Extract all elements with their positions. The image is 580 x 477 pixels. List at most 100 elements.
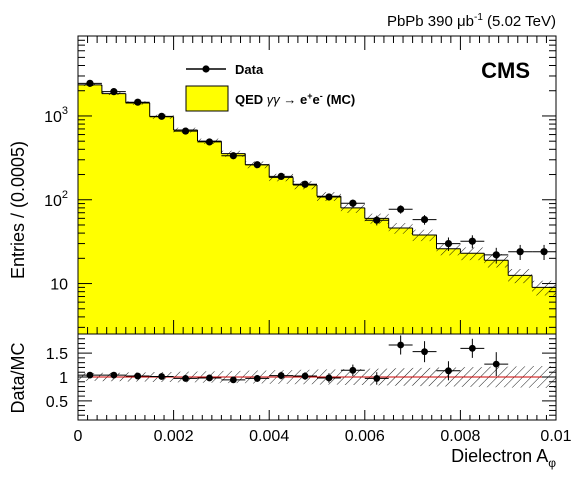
mc-unc-bin-11: [340, 203, 365, 213]
data-point-5: [197, 138, 222, 146]
ratio-marker-7: [253, 375, 261, 382]
ratio-point-7: [245, 375, 270, 382]
ratio-marker-9: [301, 372, 309, 380]
ratio-ytick-label-1: 1: [59, 370, 68, 387]
mc-unc-bin-19: [532, 280, 556, 296]
x-tick-label-5: 0.01: [540, 428, 571, 445]
ratio-marker-6: [229, 376, 237, 384]
data-marker-18: [516, 248, 524, 256]
ratio-marker-8: [277, 372, 285, 379]
ratio-marker-15: [445, 367, 452, 375]
ratio-marker-3: [158, 373, 166, 380]
data-marker-5: [205, 138, 214, 146]
lumi-label: PbPb 390 μb-1 (5.02 TeV): [387, 12, 556, 30]
ratio-marker-5: [206, 374, 213, 382]
ratio-point-1: [101, 371, 126, 379]
legend-entry-data: Data: [186, 62, 264, 77]
ratio-marker-2: [134, 372, 142, 380]
ratio-point-16: [460, 338, 485, 358]
data-marker-16: [468, 237, 476, 245]
data-point-9: [293, 180, 317, 188]
data-point-15: [436, 237, 461, 251]
data-marker-10: [325, 193, 333, 201]
ratio-point-2: [125, 372, 150, 380]
x-tick-label-0: 0: [74, 428, 83, 445]
data-marker-12: [373, 216, 381, 224]
data-marker-14: [420, 215, 429, 224]
data-marker-19: [540, 248, 548, 256]
ratio-y-axis-title: Data/MC: [8, 342, 28, 413]
ratio-point-11: [340, 364, 365, 377]
ratio-points: [78, 335, 509, 385]
ratio-point-9: [293, 372, 317, 380]
data-marker-17: [492, 251, 500, 259]
data-marker-6: [229, 152, 237, 160]
x-axis-title: Dielectron Aφ: [451, 446, 556, 470]
ratio-y-axis: 0.5 1 1.5: [46, 333, 556, 421]
main-panel: 10 102 103 CMS Data QED γγ → e+e- (MC) Ent…: [8, 35, 557, 335]
ratio-point-17: [484, 352, 509, 377]
data-marker-8: [277, 172, 285, 180]
ratio-point-6: [221, 376, 246, 384]
ratio-point-10: [317, 373, 341, 383]
main-ytick-label-2: 103: [44, 105, 68, 126]
mc-unc-bin-14: [412, 229, 437, 242]
data-point-13: [388, 205, 413, 214]
x-axis: 0 0.002 0.004 0.006 0.008 0.01: [74, 410, 572, 445]
ratio-ytick-label-2: 1.5: [46, 346, 68, 363]
data-marker-0: [86, 79, 94, 87]
legend-label-mc: QED γγ → e+e- (MC): [235, 91, 355, 107]
data-marker-13: [397, 205, 405, 213]
ratio-point-5: [197, 374, 222, 382]
main-y-axis-title: Entries / (0.0005): [8, 141, 28, 279]
ratio-point-15: [436, 361, 461, 381]
data-point-3: [149, 112, 174, 120]
data-point-19: [532, 244, 556, 260]
ratio-marker-14: [421, 348, 428, 356]
ratio-marker-13: [397, 341, 405, 349]
data-marker-15: [444, 239, 453, 248]
data-marker-1: [110, 88, 118, 96]
data-marker-3: [158, 112, 166, 120]
legend-label-data: Data: [235, 62, 264, 77]
experiment-label: CMS: [481, 58, 530, 83]
x-tick-label-2: 0.004: [249, 428, 289, 445]
legend-swatch-mc: [185, 85, 229, 112]
data-point-18: [508, 244, 533, 260]
x-tick-label-1: 0.002: [154, 428, 194, 445]
data-point-6: [221, 152, 246, 160]
data-point-4: [173, 127, 198, 135]
ratio-point-8: [269, 371, 294, 380]
data-point-0: [78, 79, 102, 87]
ratio-point-14: [412, 341, 437, 363]
ratio-marker-1: [110, 371, 118, 379]
data-marker-4: [181, 127, 190, 135]
x-tick-label-3: 0.006: [345, 428, 385, 445]
data-marker-7: [253, 161, 261, 169]
ratio-marker-16: [468, 344, 476, 352]
data-points: [78, 79, 556, 264]
ratio-marker-4: [182, 375, 189, 382]
mc-fill-area: [78, 84, 556, 334]
ratio-point-12: [364, 372, 389, 385]
main-y-axis: 10 102 103: [44, 35, 556, 328]
data-point-1: [101, 88, 126, 96]
ratio-panel: 0.5 1 1.5 0 0.002 0.004 0.006 0.008 0.01 Data/M…: [8, 333, 572, 470]
data-point-17: [484, 247, 509, 264]
mc-histogram: [78, 84, 556, 334]
data-point-16: [460, 235, 485, 249]
mc-unc-bin-13: [388, 223, 413, 234]
ratio-marker-12: [373, 375, 381, 382]
main-ytick-label-0: 10: [50, 277, 68, 294]
legend-entry-mc: QED γγ → e+e- (MC): [185, 85, 355, 112]
ratio-marker-17: [492, 360, 500, 368]
data-point-8: [269, 172, 294, 180]
data-marker-2: [134, 98, 142, 106]
mc-unc-bin-18: [508, 269, 533, 284]
x-tick-label-4: 0.008: [440, 428, 480, 445]
ratio-marker-10: [325, 374, 333, 382]
ratio-ytick-label-0: 0.5: [46, 394, 68, 411]
data-marker-9: [301, 180, 309, 188]
data-marker-11: [349, 199, 357, 207]
